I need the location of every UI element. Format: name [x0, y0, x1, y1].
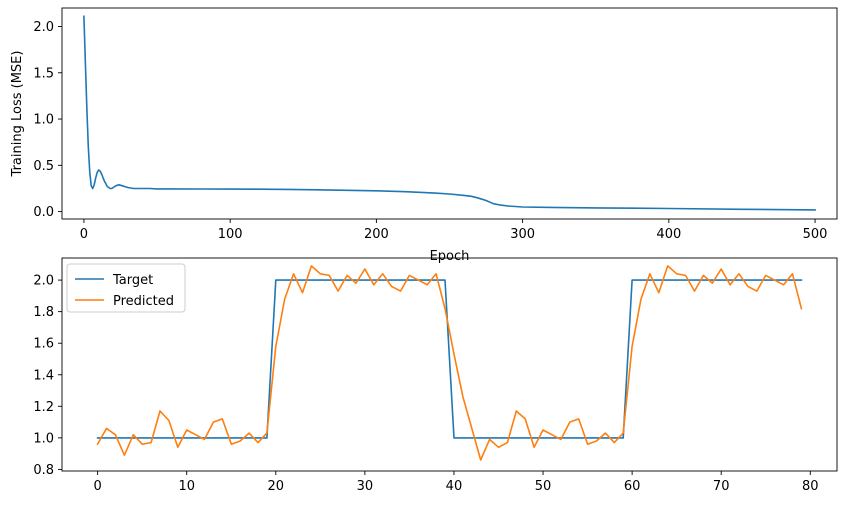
- prediction-ytick-label: 1.8: [33, 305, 54, 320]
- loss-xtick-label: 400: [656, 227, 681, 242]
- prediction-xtick-label: 50: [535, 479, 552, 494]
- prediction-xtick-label: 70: [713, 479, 730, 494]
- loss-ytick-label: 1.5: [33, 66, 54, 81]
- loss-ytick-label: 0.5: [33, 159, 54, 174]
- prediction-chart-xticks: 0 10 20 30 40 50 60 70 80: [93, 471, 819, 494]
- prediction-xtick-label: 20: [268, 479, 285, 494]
- prediction-chart-frame: [61, 257, 838, 472]
- prediction-series-line-predicted: [96, 265, 803, 461]
- loss-xtick-label: 500: [803, 227, 828, 242]
- prediction-ytick-label: 1.2: [33, 400, 54, 415]
- loss-series-line-0: [83, 15, 816, 211]
- prediction-chart-yticks: 0.8 1.0 1.2 1.4 1.6 1.8 2.0: [33, 274, 62, 478]
- loss-xtick-label: 200: [364, 227, 389, 242]
- loss-xtick-label: 0: [80, 227, 88, 242]
- loss-ytick-label: 2.0: [33, 20, 54, 35]
- loss-chart: 0 100 200 300 400 500 0.0 0.5 1.0 1.5 2.0 Epoch T…: [10, 7, 838, 264]
- legend-label-target: Target: [112, 273, 153, 288]
- prediction-ytick-label: 1.0: [33, 431, 54, 446]
- legend-label-predicted: Predicted: [113, 294, 174, 309]
- loss-chart-ylabel: Training Loss (MSE): [10, 51, 25, 178]
- prediction-ytick-label: 1.6: [33, 337, 54, 352]
- prediction-ytick-label: 0.8: [33, 463, 54, 478]
- loss-chart-yticks: 0.0 0.5 1.0 1.5 2.0: [33, 20, 62, 220]
- loss-chart-marks: [83, 15, 816, 211]
- prediction-xtick-label: 0: [93, 479, 101, 494]
- prediction-xtick-label: 80: [802, 479, 819, 494]
- loss-ytick-label: 1.0: [33, 113, 54, 128]
- prediction-xtick-label: 30: [357, 479, 374, 494]
- prediction-ytick-label: 2.0: [33, 274, 54, 289]
- loss-ytick-label: 0.0: [33, 205, 54, 220]
- loss-xtick-label: 300: [510, 227, 535, 242]
- loss-chart-xticks: 0 100 200 300 400 500: [80, 219, 828, 242]
- prediction-ytick-label: 1.4: [33, 368, 54, 383]
- prediction-chart-marks: [96, 265, 803, 461]
- prediction-chart: 0 10 20 30 40 50 60 70 80 0.81.01.21.41.61.82.0 …: [33, 257, 838, 494]
- loss-chart-frame: [61, 7, 838, 220]
- prediction-xtick-label: 10: [178, 479, 195, 494]
- legend: Target Predicted: [66, 263, 186, 313]
- loss-chart-xlabel: Epoch: [430, 249, 470, 264]
- prediction-xtick-label: 60: [624, 479, 641, 494]
- prediction-xtick-label: 40: [446, 479, 463, 494]
- loss-xtick-label: 100: [218, 227, 243, 242]
